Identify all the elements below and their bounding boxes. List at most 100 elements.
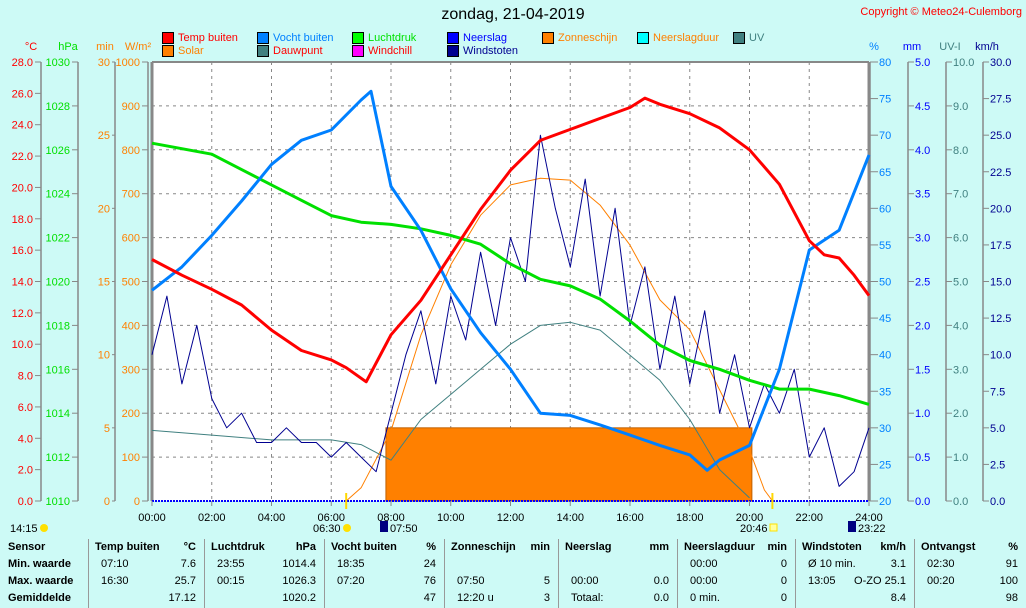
legend-label: Dauwpunt: [273, 45, 323, 57]
column-header-label: Luchtdruk: [211, 541, 265, 553]
legend-swatch: [447, 45, 459, 57]
axis-tick-label: 700: [122, 189, 140, 201]
axis-tick-label: 2.5: [915, 277, 930, 289]
axis-tick-label: 10.0: [953, 57, 974, 69]
x-tick-label: 14:00: [556, 512, 584, 524]
axis-tick-label: 2.0: [18, 465, 33, 477]
axis-tick-label: 40: [879, 350, 891, 362]
axis-tick-label: 1000: [116, 57, 140, 69]
column-header-label: Zonneschijn: [451, 541, 516, 553]
moon-icon: [40, 524, 48, 532]
stats-column: Temp buiten °C 07:10 7.6 16:30 25.7 17.12: [88, 539, 204, 608]
stats-row: 98: [915, 590, 1026, 607]
row-label-text: Min. waarde: [8, 558, 71, 570]
stats-row: 00:15 1026.3: [205, 573, 324, 590]
axis-tick-label: 16.0: [12, 245, 33, 257]
axis-tick-label: 4.0: [18, 433, 33, 445]
row-label: Gemiddelde: [0, 590, 88, 607]
column-unit: min: [530, 541, 550, 553]
row-label: Max. waarde: [0, 573, 88, 590]
stats-value: 24: [423, 558, 436, 570]
axis-tick-label: 18.0: [12, 214, 33, 226]
axis-tick-label: 55: [879, 240, 891, 252]
legend-label: Windchill: [368, 45, 413, 57]
axis-tick-label: 4.0: [953, 320, 968, 332]
legend-swatch: [352, 32, 364, 44]
stats-value: 98: [1005, 592, 1018, 604]
axis-tick-label: 200: [122, 408, 140, 420]
axis-tick-label: 7.5: [990, 386, 1005, 398]
stats-value: 5: [543, 575, 550, 587]
axis-tick-label: 50: [879, 277, 891, 289]
axis-tick-label: 10.0: [12, 339, 33, 351]
axis-tick-label: 1030: [46, 57, 70, 69]
legend-item: Temp buiten: [162, 32, 238, 44]
axis-unit-label: %: [869, 41, 879, 53]
legend-swatch: [257, 32, 269, 44]
axis-tick-label: 9.0: [953, 101, 968, 113]
axis-tick-label: 1028: [46, 101, 70, 113]
legend-swatch: [637, 32, 649, 44]
stats-time: 00:20: [927, 575, 955, 587]
axis-unit-label: W/m²: [125, 41, 152, 53]
legend-item: Vocht buiten: [257, 32, 334, 44]
axis-tick-label: 12.0: [12, 308, 33, 320]
axis-tick-label: 1.0: [915, 408, 930, 420]
axis-tick-label: 1022: [46, 233, 70, 245]
stats-row: 00:00 0: [678, 573, 795, 590]
stats-time: 07:10: [101, 558, 129, 570]
sun-start-time: 07:50: [390, 523, 418, 535]
axis-tick-label: 10.0: [990, 350, 1011, 362]
stats-row: 8.4: [796, 590, 914, 607]
row-label-text: Max. waarde: [8, 575, 74, 587]
axis-tick-label: 6.0: [953, 233, 968, 245]
stats-time: 00:00: [690, 558, 718, 570]
stats-row: 02:30 91: [915, 556, 1026, 573]
legend-item: Zonneschijn: [542, 32, 617, 44]
axis-tick-label: 8.0: [953, 145, 968, 157]
column-header: Neerslagduur min: [678, 539, 795, 556]
stats-value: 91: [1005, 558, 1018, 570]
column-unit: %: [426, 541, 436, 553]
series-dauwpunt: [151, 321, 750, 499]
stats-row: Ø 10 min. 3.1: [796, 556, 914, 573]
series-windstoten: [151, 134, 870, 487]
column-header-label: Windstoten: [802, 541, 862, 553]
stats-time: 07:20: [337, 575, 365, 587]
legend-swatch: [162, 45, 174, 57]
axis-tick-label: 80: [879, 57, 891, 69]
axis-tick-label: 0: [134, 496, 140, 508]
legend-label: Windstoten: [463, 45, 519, 57]
axis-tick-label: 4.0: [915, 145, 930, 157]
stats-value: 0.0: [653, 575, 669, 587]
axis-tick-label: 20: [879, 496, 891, 508]
axis-tick-label: 4.5: [915, 101, 930, 113]
stats-value: O-ZO 25.1: [854, 575, 906, 587]
stats-time: 02:30: [927, 558, 955, 570]
stats-row-labels: Sensor Min. waarde Max. waarde Gemiddelde: [0, 539, 88, 608]
series-luchtdruk: [151, 141, 870, 406]
stats-value: 8.4: [890, 592, 906, 604]
axis-tick-label: 0.0: [915, 496, 930, 508]
axis-tick-label: 14.0: [12, 277, 33, 289]
axis-unit-label: UV-I: [939, 41, 960, 53]
stats-value: 7.6: [180, 558, 196, 570]
axis-tick-label: 2.0: [915, 320, 930, 332]
x-tick-label: 12:00: [497, 512, 525, 524]
axis-tick-label: 15: [98, 277, 110, 289]
column-header: Windstoten km/h: [796, 539, 914, 556]
stats-time: 0 min.: [690, 592, 720, 604]
legend-label: Solar: [178, 45, 204, 57]
column-header: Vocht buiten%: [325, 539, 444, 556]
axis-tick-label: 45: [879, 313, 891, 325]
stats-row: 07:10 7.6: [89, 556, 204, 573]
legend-item: Windchill: [352, 45, 412, 57]
axis-tick-label: 900: [122, 101, 140, 113]
legend-item: Solar: [162, 45, 204, 57]
stats-row: 47: [325, 590, 444, 607]
stats-time: 00:00: [690, 575, 718, 587]
axis-tick-label: 1012: [46, 452, 70, 464]
axis-tick-label: 300: [122, 364, 140, 376]
chart: 0.0 2.0 4.0 6.0 8.0 10.0 12.0 14.0 16.0 18.0 20.0 2…: [10, 41, 1011, 535]
axis-unit-label: mm: [903, 41, 921, 53]
